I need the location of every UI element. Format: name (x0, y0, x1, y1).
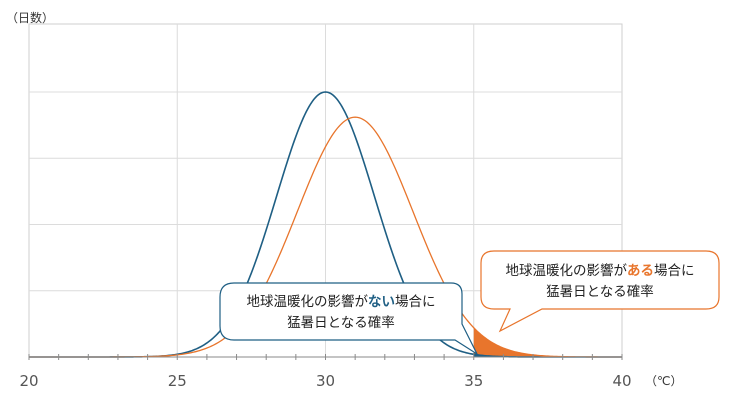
x-axis-minor-ticks (28, 354, 623, 360)
callout-no-warming-line2: 猛暑日となる確率 (287, 314, 395, 331)
x-axis-unit: （℃） (645, 374, 682, 388)
callout-with-warming: 地球温暖化の影響がある場合に 猛暑日となる確率 (480, 250, 720, 333)
callout-no-warming-bubble (219, 282, 479, 356)
x-tick-label-20: 20 (19, 372, 38, 390)
callout-with-warming-bubble (480, 250, 720, 333)
x-tick-label-30: 30 (316, 372, 335, 390)
callout-with-warming-line2: 猛暑日となる確率 (546, 283, 654, 300)
callout-with-warming-line1: 地球温暖化の影響がある場合に (506, 262, 695, 279)
x-tick-label-25: 25 (168, 372, 187, 390)
tail-fill-series-2 (473, 327, 622, 357)
x-tick-label-35: 35 (464, 372, 483, 390)
x-axis-tick-labels: 20 25 30 35 40 (19, 372, 631, 390)
callout-no-warming-line1: 地球温暖化の影響がない場合に (247, 293, 436, 310)
callout-no-warming: 地球温暖化の影響がない場合に 猛暑日となる確率 (219, 282, 479, 356)
x-tick-label-40: 40 (612, 372, 631, 390)
y-axis-label: （日数） (6, 10, 54, 25)
